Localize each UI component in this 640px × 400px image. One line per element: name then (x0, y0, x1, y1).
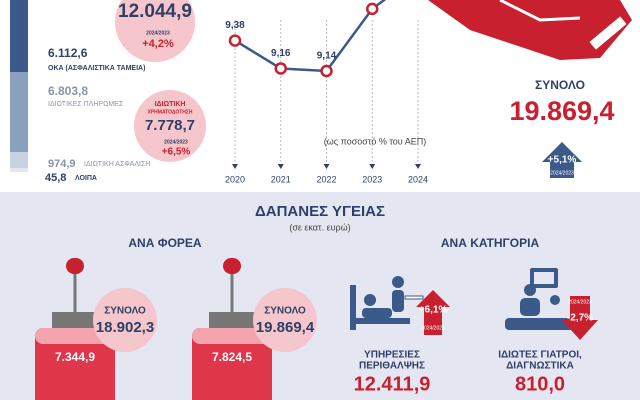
other-label: ΛΟΙΠΑ (75, 175, 97, 182)
syringe-neck (52, 312, 98, 328)
section-subtitle: (σε εκατ. ευρώ) (289, 222, 350, 232)
needle-cap (66, 258, 84, 274)
total-period: 2024/2023 (550, 170, 574, 176)
syringe-top (35, 328, 115, 344)
public-total: 12.044,9 (118, 1, 192, 22)
bar-other (10, 168, 28, 172)
x-tick (277, 164, 284, 169)
bar-private (10, 72, 28, 152)
x-tick (369, 164, 376, 169)
x-tick-label: 2022 (316, 174, 336, 184)
change: +6,5% (162, 147, 191, 158)
public-circle (115, 0, 195, 62)
care-icon (350, 276, 424, 330)
value-label: 9,14 (317, 51, 337, 62)
total-circle (253, 288, 317, 352)
bar-insurance (10, 152, 28, 168)
bar-public (10, 0, 28, 72)
hand-cuff (589, 16, 627, 50)
category-change: +6,1% (419, 305, 448, 316)
total-change: +5,1% (548, 155, 577, 166)
provider-title: ΑΝΑ ΦΟΡΕΑ (128, 236, 202, 250)
insurance-label: ΙΔΙΩΤΙΚΗ ΑΣΦΑΛΙΣΗ (84, 161, 150, 168)
provider-value: 7.824,5 (212, 350, 252, 364)
total-circle (93, 288, 157, 352)
x-tick (415, 164, 421, 169)
point (366, 2, 379, 16)
x-tick-label: 2020 (225, 174, 245, 184)
category-period: 2024/2023 (568, 299, 592, 305)
category-value: 12.411,9 (354, 373, 431, 395)
section-title: ΔΑΠΑΝΕΣ ΥΓΕΙΑΣ (255, 203, 385, 220)
provider-total: 18.902,3 (96, 319, 154, 336)
private-total: 7.778,7 (145, 117, 195, 134)
down-arrow (562, 296, 598, 340)
category-change: -2,7% (567, 313, 593, 324)
syringe-top (192, 328, 272, 344)
doctor-icon (505, 268, 575, 330)
x-tick (232, 164, 238, 169)
point (274, 62, 287, 75)
x-tick (323, 164, 330, 169)
oka-value: 6.112,6 (48, 46, 88, 60)
syringe-neck (209, 312, 255, 328)
private-label: ΧΡΗΜΑΤΟΔΟΤΗΣΗ (148, 109, 193, 115)
private-circle (134, 90, 206, 162)
hand-detail (499, 0, 581, 22)
provider-value: 7.344,9 (55, 350, 95, 364)
total-value: 19.869,4 (509, 96, 614, 126)
syringe-body (192, 328, 272, 400)
category-label: ΠΕΡΙΘΑΛΨΗΣ (359, 361, 425, 372)
value-label: 9,16 (271, 48, 291, 59)
up-arrow (542, 142, 582, 178)
change: +4,2% (142, 38, 174, 50)
category-label: ΥΠΗΡΕΣΙΕΣ (364, 350, 420, 361)
provider-total: 19.869,4 (256, 319, 315, 336)
chart-note: (ως ποσοστό % του ΑΕΠ) (324, 136, 427, 146)
private-label: ΙΔΙΩΤΙΚΗ (155, 101, 186, 108)
category-title: ΑΝΑ ΚΑΤΗΓΟΡΙΑ (441, 236, 540, 250)
x-tick-label: 2021 (271, 174, 291, 184)
oka-label: ΟΚΑ (ΑΣΦΑΛΙΣΤΙΚΑ ΤΑΜΕΙΑ) (48, 65, 145, 72)
period: 2024/2023 (164, 139, 188, 145)
private-payments-label: ΙΔΙΩΤΙΚΕΣ ΠΛΗΡΩΜΕΣ (48, 101, 124, 108)
category-period: 2024/2023 (421, 325, 445, 331)
total-label: ΣΥΝΟΛΟ (535, 78, 585, 92)
provider-total-label: ΣΥΝΟΛΟ (104, 306, 146, 317)
needle-cap (223, 258, 241, 274)
point (228, 34, 242, 47)
period: 2024/2023 (146, 30, 170, 36)
category-value: 810,0 (515, 373, 565, 395)
provider-total-label: ΣΥΝΟΛΟ (264, 306, 306, 317)
up-arrow (416, 290, 450, 335)
point (320, 64, 333, 78)
x-tick-label: 2023 (362, 174, 382, 184)
syringe-body (35, 328, 115, 400)
x-tick-label: 2024 (408, 174, 428, 184)
private-payments-value: 6.803,8 (48, 84, 88, 98)
value-label: 9,38 (225, 20, 245, 31)
category-label: ΔΙΑΓΝΩΣΤΙΚΑ (506, 361, 574, 372)
insurance-value: 974,9 (48, 158, 76, 170)
category-label: ΙΔΙΩΤΕΣ ΓΙΑΤΡΟΙ, (498, 350, 582, 361)
other-value: 45,8 (45, 172, 66, 184)
hand-icon (428, 0, 632, 60)
